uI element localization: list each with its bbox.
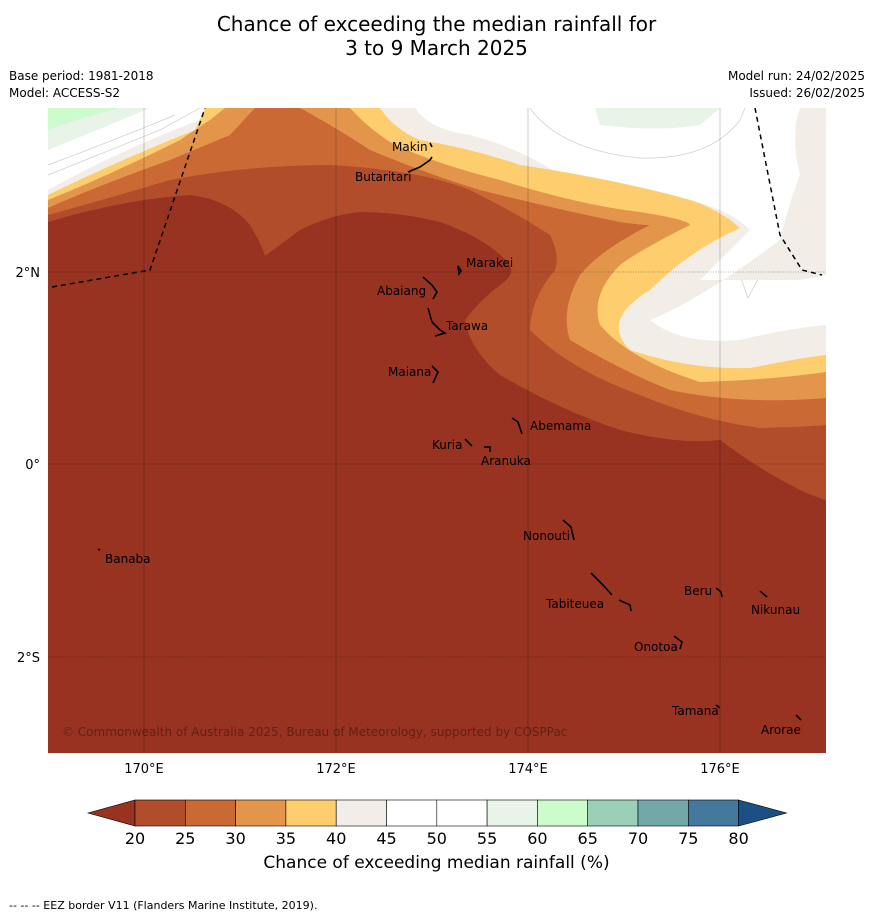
island-maiana [431,365,439,384]
meta-left: Base period: 1981-2018 Model: ACCESS-S2 [9,68,154,102]
label-tamana: Tamana [671,704,719,718]
colorbar-segment [335,799,387,827]
island-banaba [97,548,101,551]
label-makin: Makin [392,140,428,154]
contour-line [529,108,746,159]
colorbar: 20 25 30 35 40 45 50 55 60 65 70 75 80 [86,799,788,848]
band-60-65-topleft [48,108,120,130]
colorbar-segment [235,799,287,827]
colorbar-title: Chance of exceeding median rainfall (%) [263,853,610,873]
colorbar-tick-label: 65 [578,829,598,848]
label-tarawa: Tarawa [445,319,488,333]
label-onotoa: Onotoa [634,640,678,654]
label-aranuka: Aranuka [481,454,531,468]
label-maiana: Maiana [388,365,431,379]
colorbar-tick-label: 75 [678,829,698,848]
lat-axis-labels: 2°N 0° 2°S [16,266,41,666]
island-onotoa [673,635,683,650]
colorbar-tick-label: 40 [326,829,346,848]
model-run: Model run: 24/02/2025 [727,69,865,83]
meta-right: Model run: 24/02/2025 Issued: 26/02/2025 [728,68,865,102]
band-55-60-topright [595,108,720,129]
colorbar-segment [637,799,689,827]
colorbar-tick-label: 60 [527,829,547,848]
colorbar-arrow-high [738,799,788,827]
label-abemama: Abemama [530,419,591,433]
eez-border-east [754,108,823,276]
lat-label-0: 0° [25,458,40,473]
contour-line [48,108,201,176]
colorbar-tick-label: 20 [125,829,145,848]
lat-gridlines [48,271,826,658]
place-labels: Makin Butaritari Marakei Abaiang Tarawa … [105,140,801,737]
island-tarawa [427,307,447,337]
colorbar-tick-label: 70 [628,829,648,848]
copyright-text: © Commonwealth of Australia 2025, Bureau… [62,725,567,739]
colorbar-tick-label: 35 [276,829,296,848]
island-kuria [464,438,473,447]
title-line-2: 3 to 9 March 2025 [345,36,528,60]
island-outlines [97,142,802,721]
map-area: Makin Butaritari Marakei Abaiang Tarawa … [48,108,826,753]
label-beru: Beru [684,584,712,598]
contour-line [48,114,176,166]
eez-footnote: -- -- -- EEZ border V11 (Flanders Marine… [9,899,318,912]
map-title: Chance of exceeding the median rainfall … [0,12,873,60]
colorbar-tick-label: 25 [175,829,195,848]
island-tabiteuea [590,572,632,612]
colorbar-segment [386,799,438,827]
colorbar-segment [134,799,186,827]
island-nikunau [759,590,768,598]
colorbar-tick-label: 45 [376,829,396,848]
model-name: Model: ACCESS-S2 [9,86,121,100]
lon-label-172: 172°E [316,762,356,777]
island-abemama [511,417,523,435]
label-kuria: Kuria [432,438,463,452]
colorbar-tick-label: 50 [427,829,447,848]
island-arorae [795,714,802,721]
colorbar-segment [537,799,589,827]
label-abaiang: Abaiang [377,284,426,298]
colorbar-segment [185,799,236,827]
colorbar-tick-label: 55 [477,829,497,848]
island-beru [715,587,723,598]
colorbar-segment [486,799,538,827]
island-makin [429,142,433,148]
band-below-20 [48,195,826,753]
label-tabiteuea: Tabiteuea [545,597,604,611]
title-line-1: Chance of exceeding the median rainfall … [216,12,657,36]
colorbar-tick-label: 30 [225,829,245,848]
label-butaritari: Butaritari [355,170,412,184]
lon-label-176: 176°E [700,762,740,777]
gridlines [143,108,721,753]
colorbar-segment [587,799,639,827]
label-marakei: Marakei [466,256,513,270]
island-butaritari [407,156,433,173]
lat-label-2n: 2°N [16,266,41,281]
lat-label-2s: 2°S [17,651,40,666]
base-period: Base period: 1981-2018 [9,69,154,83]
colorbar-segment [436,799,488,827]
issued-date: Issued: 26/02/2025 [749,86,865,100]
island-marakei [457,265,462,277]
colorbar-tick-label: 80 [728,829,748,848]
label-nonouti: Nonouti [523,529,570,543]
eez-border-west [51,108,206,288]
label-banaba: Banaba [105,552,151,566]
lon-label-170: 170°E [124,762,164,777]
colorbar-segment [687,799,739,827]
label-arorae: Arorae [761,723,801,737]
island-nonouti [562,519,575,541]
colorbar-arrow-low [86,799,136,827]
island-tamana [715,704,721,709]
island-aranuka [484,446,491,452]
label-nikunau: Nikunau [751,603,800,617]
lon-axis-labels: 170°E 172°E 174°E 176°E [124,762,740,777]
lon-label-174: 174°E [508,762,548,777]
island-abaiang [422,276,438,300]
colorbar-segment [285,799,337,827]
